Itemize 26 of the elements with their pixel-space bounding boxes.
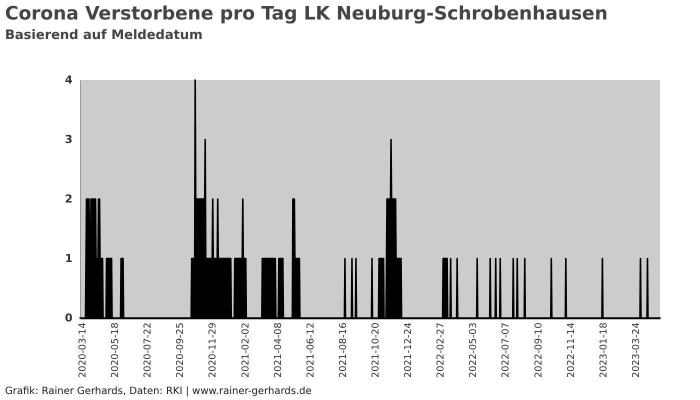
x-tick-label: 2021-02-02 [240,322,252,378]
chart-subtitle: Basierend auf Meldedatum [5,28,203,43]
x-tick-label: 2021-06-12 [305,322,316,378]
y-tick-label: 0 [64,312,73,324]
x-tick-label: 2022-02-27 [436,322,447,378]
x-tick-label: 2023-03-24 [630,322,642,378]
x-tick-label: 2021-10-20 [370,322,382,378]
x-tick-label: 2022-07-07 [500,322,512,378]
chart-title: Corona Verstorbene pro Tag LK Neuburg-Schrobenhausen [5,4,608,24]
x-tick-label: 2020-05-18 [110,322,122,378]
x-tick-label: 2022-11-14 [566,322,577,378]
y-tick-label: 3 [64,133,72,146]
x-tick-label: 2021-04-08 [272,322,284,378]
y-tick-label: 1 [64,252,72,265]
x-tick-label: 2020-03-14 [78,322,89,378]
x-tick-label: 2021-08-16 [338,322,349,378]
x-tick-label: 2023-01-18 [598,322,610,378]
x-tick-label: 2020-07-22 [142,322,154,378]
x-tick-label: 2020-11-29 [208,322,219,378]
y-tick-label: 4 [64,74,73,86]
x-tick-label: 2021-12-24 [403,322,414,378]
x-tick-label: 2020-09-25 [175,322,186,378]
text: Grafik: Rainer Gerhards, Daten: RKI | www.rainer-gerhards.de [5,386,312,397]
x-tick-label: 2022-05-03 [468,322,480,378]
y-tick-label: 2 [64,192,72,206]
x-tick-label: 2022-09-10 [533,322,544,378]
